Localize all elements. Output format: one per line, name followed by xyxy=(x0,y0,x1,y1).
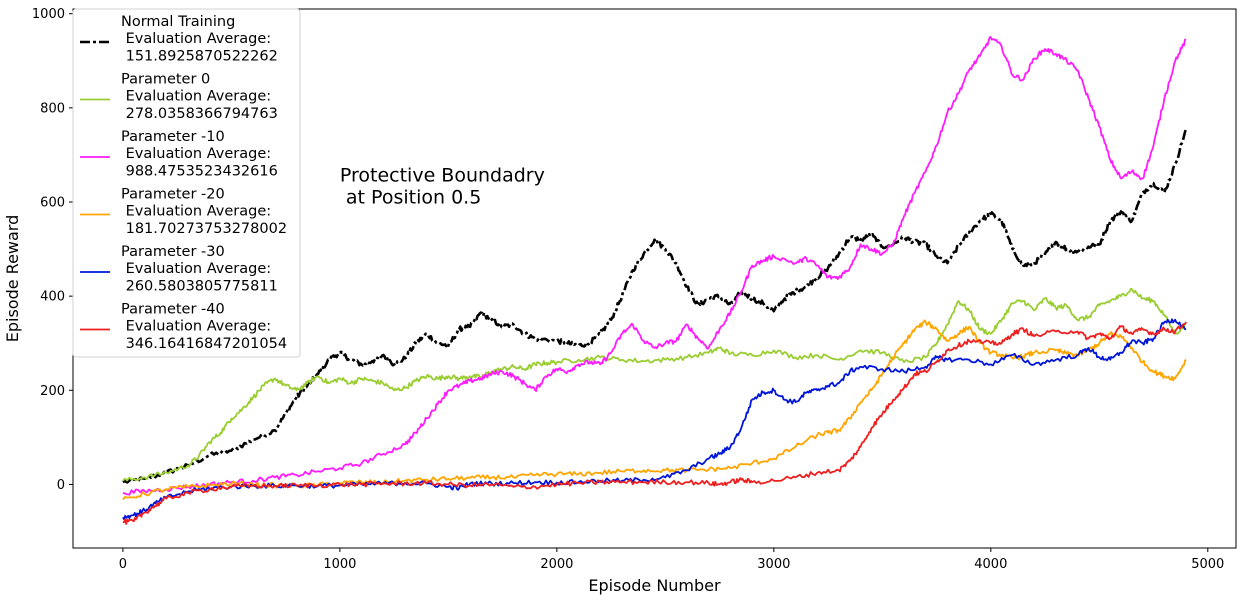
legend-entry-4: Parameter -30 Evaluation Average: 260.58… xyxy=(121,244,278,294)
y-tick-label-1: 200 xyxy=(40,384,65,399)
series-line-4 xyxy=(122,318,1187,521)
x-tick-label-2: 2000 xyxy=(540,557,573,572)
legend-entry-3: Parameter -20 Evaluation Average: 181.70… xyxy=(121,187,287,237)
x-tick-label-1: 1000 xyxy=(323,557,356,572)
legend-entry-1: Parameter 0 Evaluation Average: 278.0358… xyxy=(121,72,278,122)
y-axis-label: Episode Reward xyxy=(3,215,22,343)
series-lines xyxy=(122,36,1188,525)
y-tick-label-0: 0 xyxy=(57,478,65,493)
series-line-1 xyxy=(122,288,1187,482)
y-tick-label-4: 800 xyxy=(40,101,65,116)
x-axis-label: Episode Number xyxy=(588,576,721,595)
x-tick-label-5: 5000 xyxy=(1191,557,1224,572)
annotation-line-2: at Position 0.5 xyxy=(340,187,481,209)
x-tick-label-4: 4000 xyxy=(974,557,1007,572)
legend: Normal Training Evaluation Average: 151.… xyxy=(72,8,301,358)
x-tick-label-0: 0 xyxy=(119,557,127,572)
legend-box xyxy=(72,8,301,358)
y-tick-label-2: 400 xyxy=(40,290,65,305)
chart-annotation: Protective Boundadry at Position 0.5 xyxy=(340,165,551,209)
x-tick-label-3: 3000 xyxy=(757,557,790,572)
y-tick-label-3: 600 xyxy=(40,196,65,211)
legend-entry-2: Parameter -10 Evaluation Average: 988.47… xyxy=(121,129,278,179)
legend-entry-5: Parameter -40 Evaluation Average: 346.16… xyxy=(121,302,287,352)
legend-entry-0: Normal Training Evaluation Average: 151.… xyxy=(121,14,278,64)
axis-ticks: 0 1000 2000 3000 4000 5000 0 200 400 600 800 1000 xyxy=(32,7,1224,572)
y-tick-label-5: 1000 xyxy=(32,7,65,22)
annotation-line-1: Protective Boundadry xyxy=(340,165,545,187)
series-line-2 xyxy=(122,36,1187,496)
series-line-5 xyxy=(122,321,1187,525)
series-line-0 xyxy=(122,128,1188,484)
series-line-3 xyxy=(122,319,1187,501)
